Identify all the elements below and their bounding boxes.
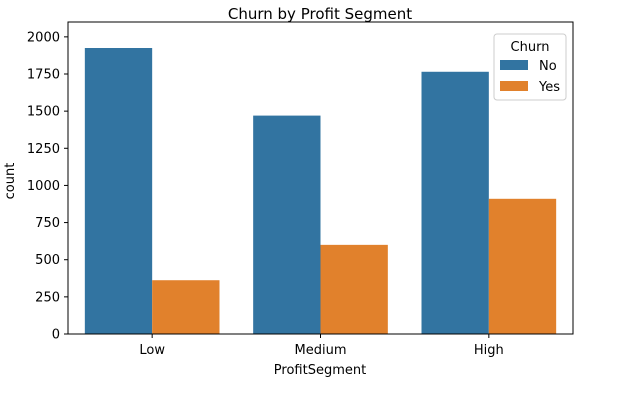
x-tick-label: Medium — [295, 343, 347, 358]
chart-title: Churn by Profit Segment — [228, 5, 412, 23]
y-tick-label: 1750 — [27, 68, 60, 83]
y-tick-label: 0 — [52, 328, 60, 343]
bar-low-yes — [152, 280, 220, 334]
y-axis-label: count — [3, 163, 18, 200]
y-tick-label: 1000 — [27, 179, 60, 194]
y-axis: 0 250 500 750 1000 1250 1500 1750 2000 — [27, 30, 68, 343]
y-tick-label: 500 — [35, 253, 60, 268]
y-tick-label: 750 — [35, 216, 60, 231]
legend-items: No Yes — [500, 59, 560, 95]
y-tick-label: 1250 — [27, 142, 60, 157]
bars-group — [84, 48, 557, 335]
legend-swatch-yes — [500, 81, 528, 91]
legend: Churn No Yes — [493, 33, 567, 101]
plot-frame — [67, 21, 574, 335]
bar-medium-yes — [320, 244, 388, 334]
y-tick-label: 1500 — [27, 105, 60, 120]
bar-low-no — [84, 48, 153, 334]
legend-title: Churn — [511, 40, 550, 55]
bar-high-yes — [488, 198, 557, 334]
legend-label-yes: Yes — [538, 80, 560, 95]
bar-high-no — [421, 71, 489, 335]
x-axis: Low Medium High — [139, 334, 504, 358]
legend-swatch-no — [500, 60, 528, 70]
legend-label-no: No — [539, 59, 557, 74]
y-tick-label: 250 — [35, 290, 60, 305]
y-tick-label: 2000 — [27, 30, 60, 45]
bar-medium-no — [253, 115, 321, 334]
x-tick-label: High — [474, 343, 504, 358]
x-axis-label: ProfitSegment — [274, 363, 366, 378]
x-tick-label: Low — [139, 343, 165, 358]
